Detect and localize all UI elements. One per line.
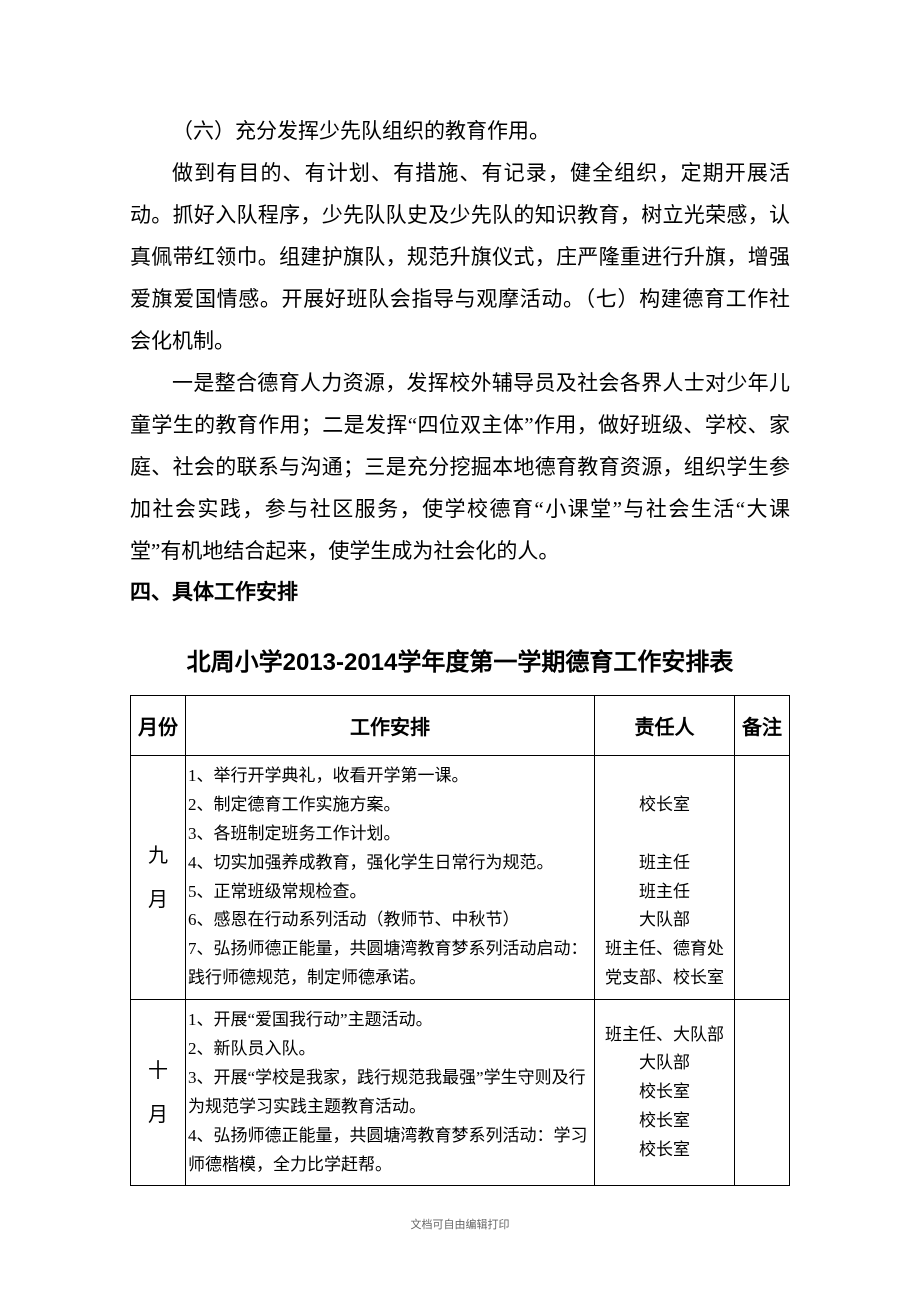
person-line: 班主任、德育处 xyxy=(599,935,730,964)
paragraph-body-1: 做到有目的、有计划、有措施、有记录，健全组织，定期开展活动。抓好入队程序，少先队… xyxy=(130,152,790,362)
month-char-2: 月 xyxy=(135,1093,181,1137)
work-cell-sept: 1、举行开学典礼，收看开学第一课。 2、制定德育工作实施方案。 3、各班制定班务… xyxy=(186,756,595,1000)
person-line: 班主任 xyxy=(599,878,730,907)
paragraph-body-2: 一是整合德育人力资源，发挥校外辅导员及社会各界人士对少年儿童学生的教育作用；二是… xyxy=(130,362,790,572)
table-title: 北周小学2013-2014学年度第一学期德育工作安排表 xyxy=(130,642,790,677)
th-person: 责任人 xyxy=(595,696,735,756)
th-month: 月份 xyxy=(131,696,186,756)
person-line: 大队部 xyxy=(599,906,730,935)
work-cell-oct: 1、开展“爱国我行动”主题活动。 2、新队员入队。 3、开展“学校是我家，践行规… xyxy=(186,1000,595,1186)
month-char-1: 十 xyxy=(135,1049,181,1093)
person-line: 大队部 xyxy=(599,1049,730,1078)
work-line: 1、举行开学典礼，收看开学第一课。 xyxy=(188,762,592,791)
work-line: 2、新队员入队。 xyxy=(188,1035,592,1064)
month-char-2: 月 xyxy=(135,878,181,922)
person-line: 校长室 xyxy=(599,791,730,820)
person-line: 校长室 xyxy=(599,1136,730,1165)
note-cell-sept xyxy=(735,756,790,1000)
schedule-table: 月份 工作安排 责任人 备注 九 月 1、举行开学典礼，收看开学第一课。 2、制… xyxy=(130,695,790,1186)
person-line: 校长室 xyxy=(599,1107,730,1136)
work-line: 4、弘扬师德正能量，共圆塘湾教育梦系列活动：学习师德楷模，全力比学赶帮。 xyxy=(188,1122,592,1180)
document-body: （六）充分发挥少先队组织的教育作用。 做到有目的、有计划、有措施、有记录，健全组… xyxy=(130,110,790,1232)
person-line: 校长室 xyxy=(599,1078,730,1107)
month-char-1: 九 xyxy=(135,834,181,878)
work-line: 1、开展“爱国我行动”主题活动。 xyxy=(188,1006,592,1035)
section-heading-4: 四、具体工作安排 xyxy=(130,572,790,614)
person-line: 班主任、大队部 xyxy=(599,1021,730,1050)
table-row: 九 月 1、举行开学典礼，收看开学第一课。 2、制定德育工作实施方案。 3、各班… xyxy=(131,756,790,1000)
person-line xyxy=(599,762,730,791)
person-line: 班主任 xyxy=(599,849,730,878)
th-note: 备注 xyxy=(735,696,790,756)
note-cell-oct xyxy=(735,1000,790,1186)
work-line: 3、开展“学校是我家，践行规范我最强”学生守则及行为规范学习实践主题教育活动。 xyxy=(188,1064,592,1122)
th-work: 工作安排 xyxy=(186,696,595,756)
table-row: 十 月 1、开展“爱国我行动”主题活动。 2、新队员入队。 3、开展“学校是我家… xyxy=(131,1000,790,1186)
footer-text: 文档可自由编辑打印 xyxy=(130,1216,790,1232)
work-line: 6、感恩在行动系列活动（教师节、中秋节） xyxy=(188,906,592,935)
table-header-row: 月份 工作安排 责任人 备注 xyxy=(131,696,790,756)
person-line: 党支部、校长室 xyxy=(599,964,730,993)
work-line: 7、弘扬师德正能量，共圆塘湾教育梦系列活动启动：践行师德规范，制定师德承诺。 xyxy=(188,935,592,993)
person-cell-oct: 班主任、大队部 大队部 校长室 校长室 校长室 xyxy=(595,1000,735,1186)
work-line: 2、制定德育工作实施方案。 xyxy=(188,791,592,820)
work-line: 5、正常班级常规检查。 xyxy=(188,878,592,907)
person-line xyxy=(599,820,730,849)
month-cell-oct: 十 月 xyxy=(131,1000,186,1186)
month-cell-sept: 九 月 xyxy=(131,756,186,1000)
person-cell-sept: 校长室 班主任 班主任 大队部 班主任、德育处 党支部、校长室 xyxy=(595,756,735,1000)
work-line: 4、切实加强养成教育，强化学生日常行为规范。 xyxy=(188,849,592,878)
work-line: 3、各班制定班务工作计划。 xyxy=(188,820,592,849)
paragraph-6: （六）充分发挥少先队组织的教育作用。 xyxy=(130,110,790,152)
